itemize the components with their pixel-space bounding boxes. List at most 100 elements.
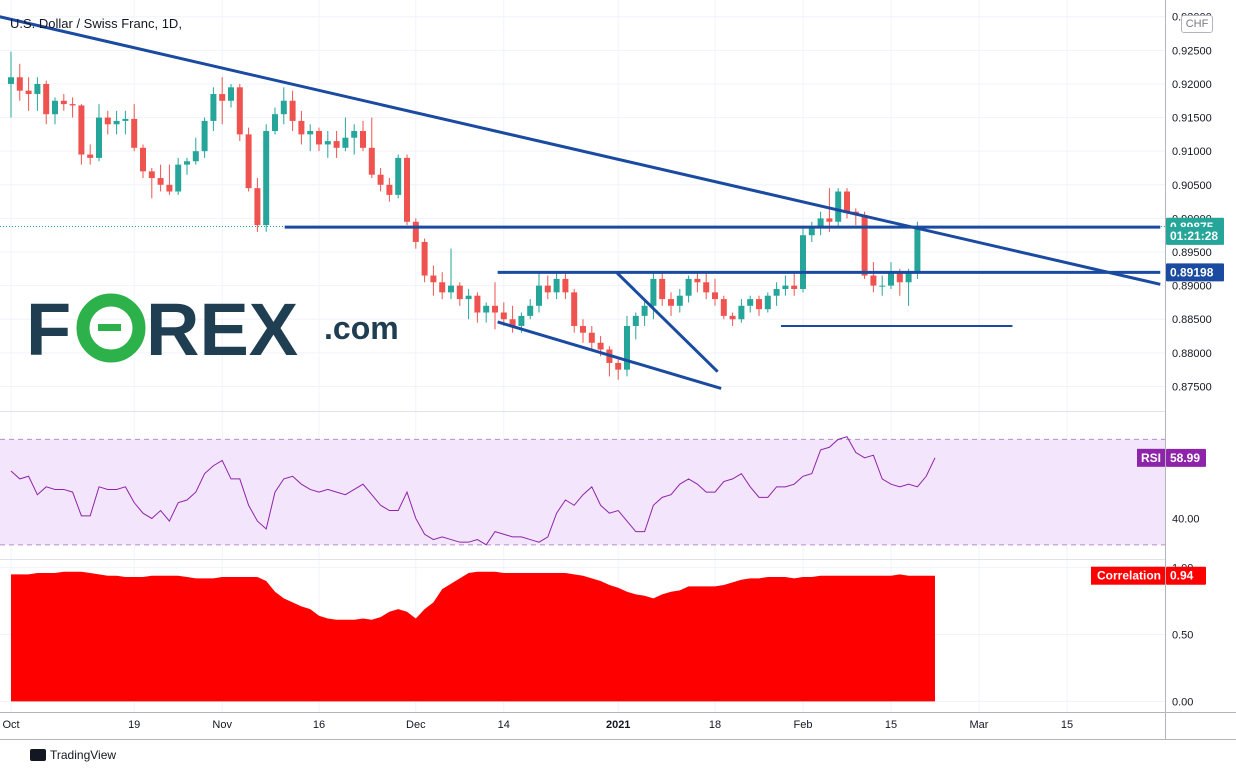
candle-body — [474, 295, 481, 313]
rsi-value-tag-bg — [1166, 448, 1206, 467]
candle-body — [316, 131, 322, 145]
candle-body — [131, 118, 138, 148]
candle-body — [747, 299, 754, 306]
time-tick-label: 16 — [313, 719, 325, 731]
corr-name-tag: Correlation — [1097, 569, 1161, 583]
candle-body — [210, 94, 217, 121]
candle-body — [34, 83, 41, 95]
candle-body — [571, 292, 578, 326]
candle-body — [25, 90, 32, 95]
candle-body — [800, 235, 806, 289]
candle-body — [835, 191, 842, 222]
time-tick-label: Dec — [406, 719, 426, 731]
candle-body — [360, 131, 366, 148]
chart-title: U.S. Dollar / Swiss Franc, 1D, — [10, 16, 182, 31]
candle-body — [184, 161, 190, 165]
candle-body — [588, 332, 595, 343]
candle-body — [914, 226, 921, 273]
price-tag-2-bg — [1166, 263, 1224, 282]
candle-body — [272, 114, 278, 132]
candle-body — [122, 118, 129, 121]
candle-body — [43, 83, 50, 115]
candle-body — [96, 117, 102, 158]
tradingview-logo-icon — [30, 749, 46, 761]
candle-body — [791, 285, 798, 289]
candle-body — [720, 299, 727, 316]
candle-body — [60, 100, 67, 105]
candle-body — [712, 292, 718, 300]
candle-body — [16, 77, 23, 91]
candle-body — [782, 285, 789, 289]
time-tick-label: 18 — [709, 719, 721, 731]
price-tick-label: 0.92000 — [1172, 79, 1212, 91]
candle-body — [870, 275, 877, 286]
candle-body — [192, 151, 199, 162]
candle-body — [263, 131, 270, 226]
candle-body — [694, 278, 701, 283]
candle-body — [659, 278, 666, 300]
time-tick-label: Nov — [212, 719, 232, 731]
chart-frame — [0, 0, 1236, 740]
logo-o-ring — [76, 293, 146, 363]
candle-body — [500, 312, 507, 320]
candle-body — [280, 100, 287, 115]
candle-body — [430, 275, 437, 283]
major-downtrend-line — [0, 15, 1161, 286]
candle-body — [905, 272, 912, 283]
candle-body — [888, 272, 894, 286]
rsi-value-tag: 58.99 — [1170, 451, 1200, 465]
corr-tick-label: 0.50 — [1172, 630, 1193, 642]
candle-body — [289, 100, 296, 121]
candle-body — [386, 184, 393, 195]
time-tick-label: 15 — [1061, 719, 1073, 731]
time-tick-label: Mar — [970, 719, 989, 731]
price-tick-label: 0.91500 — [1172, 113, 1212, 125]
candle-body — [175, 164, 182, 192]
price-tick-label: 0.92500 — [1172, 45, 1212, 57]
trendline-drawings[interactable] — [0, 15, 1161, 390]
currency-label[interactable]: CHF — [1181, 15, 1213, 33]
corr-value-tag-bg — [1166, 566, 1206, 585]
candle-body — [624, 325, 630, 370]
price-tick-label: 0.88500 — [1172, 314, 1212, 326]
candle-body — [69, 104, 76, 106]
candle-body — [738, 305, 745, 320]
time-tick-label: Oct — [2, 719, 19, 731]
candle-body — [650, 278, 657, 306]
candle-body — [544, 285, 551, 293]
candle-body — [518, 315, 525, 326]
logo-suffix: .com — [324, 310, 399, 346]
price-tick-label: 0.91000 — [1172, 146, 1212, 158]
candle-body — [342, 137, 349, 148]
candle-body — [404, 157, 410, 222]
candle-body — [377, 174, 384, 185]
candle-body — [509, 319, 516, 326]
candle-body — [333, 141, 340, 148]
candle-body — [87, 154, 94, 158]
candle-body — [140, 147, 146, 172]
time-axis[interactable]: Oct 19 Nov 16 Dec 14 2021 18 Feb 15 Mar 15 — [2, 719, 1073, 731]
candle-body — [421, 241, 428, 276]
candle-body — [412, 221, 419, 242]
forex-logo: F REX .com — [26, 288, 399, 371]
candle-body — [456, 285, 463, 300]
rsi-tick-label: 40.00 — [1172, 513, 1200, 525]
brand-text: TradingView — [50, 748, 117, 762]
logo-letter-f: F — [26, 288, 71, 371]
candle-body — [580, 325, 586, 333]
candle-body — [527, 305, 534, 316]
candle-body — [307, 131, 314, 135]
candle-body — [439, 282, 446, 293]
candle-body — [729, 315, 736, 320]
corr-value-tag: 0.94 — [1170, 569, 1194, 583]
corr-tick-label: 0.00 — [1172, 696, 1193, 708]
price-tag-1: 01:21:28 — [1170, 229, 1218, 243]
price-axis[interactable]: 0.875000.880000.885000.890000.895000.900… — [1172, 12, 1212, 709]
candle-body — [395, 157, 402, 195]
candle-body — [113, 120, 120, 125]
candle-body — [104, 117, 111, 125]
correlation-area — [11, 571, 935, 702]
candle-body — [553, 278, 560, 293]
